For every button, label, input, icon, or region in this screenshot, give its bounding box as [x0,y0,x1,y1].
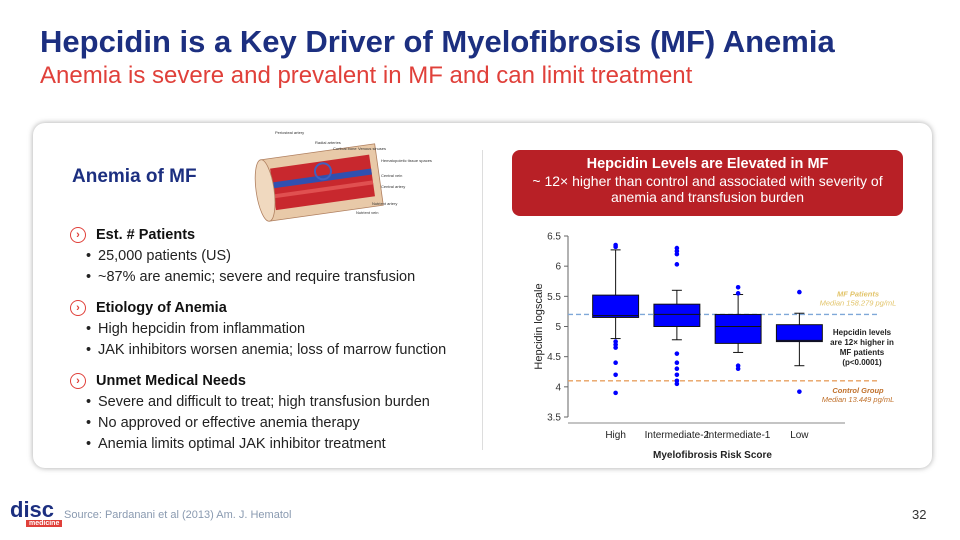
bullet: No approved or effective anemia therapy [72,413,472,434]
callout: Hepcidin Levels are Elevated in MF ~ 12×… [512,150,903,216]
section: › Est. # Patients 25,000 patients (US)~87%… [70,224,472,288]
bullet: ~87% are anemic; severe and require tran… [72,267,472,288]
bullet: High hepcidin from inflammation [72,319,472,340]
subtitle: Anemia is severe and prevalent in MF and… [40,62,693,89]
logo: disc [10,497,55,522]
bullet: JAK inhibitors worsen anemia; loss of ma… [72,340,472,361]
section-title: › Unmet Medical Needs [70,370,472,392]
bullet: 25,000 patients (US) [72,246,472,267]
bullet: Severe and difficult to treat; high tran… [72,392,472,413]
callout-title: Hepcidin Levels are Elevated in MF [586,156,829,172]
section-title: › Est. # Patients [70,224,472,246]
callout-text: ~ 12× higher than control and associated… [532,173,883,205]
section: › Unmet Medical Needs Severe and difficult… [70,370,472,455]
heading: Anemia of MF [72,166,197,187]
section: › Etiology of Anemia High hepcidin from in… [70,297,472,361]
logo-sub: medicine [26,520,63,527]
chevron-icon: › [70,227,86,243]
section-title: › Etiology of Anemia [70,297,472,319]
sections: › Est. # Patients 25,000 patients (US)~87%… [70,224,472,464]
chevron-icon: › [70,373,86,389]
page-number: 32 [912,507,927,522]
chevron-icon: › [70,300,86,316]
section-title-text: Etiology of Anemia [96,300,227,316]
source: Source: Pardanani et al (2013) Am. J. He… [64,509,292,521]
title: Hepcidin is a Key Driver of Myelofibrosi… [40,24,835,59]
section-title-text: Est. # Patients [96,227,196,243]
bullet: Anemia limits optimal JAK inhibitor trea… [72,434,472,455]
annotation: Hepcidin levels are 12× higher in MF pat… [830,328,894,367]
section-title-text: Unmet Medical Needs [96,373,246,389]
divider [482,150,483,450]
